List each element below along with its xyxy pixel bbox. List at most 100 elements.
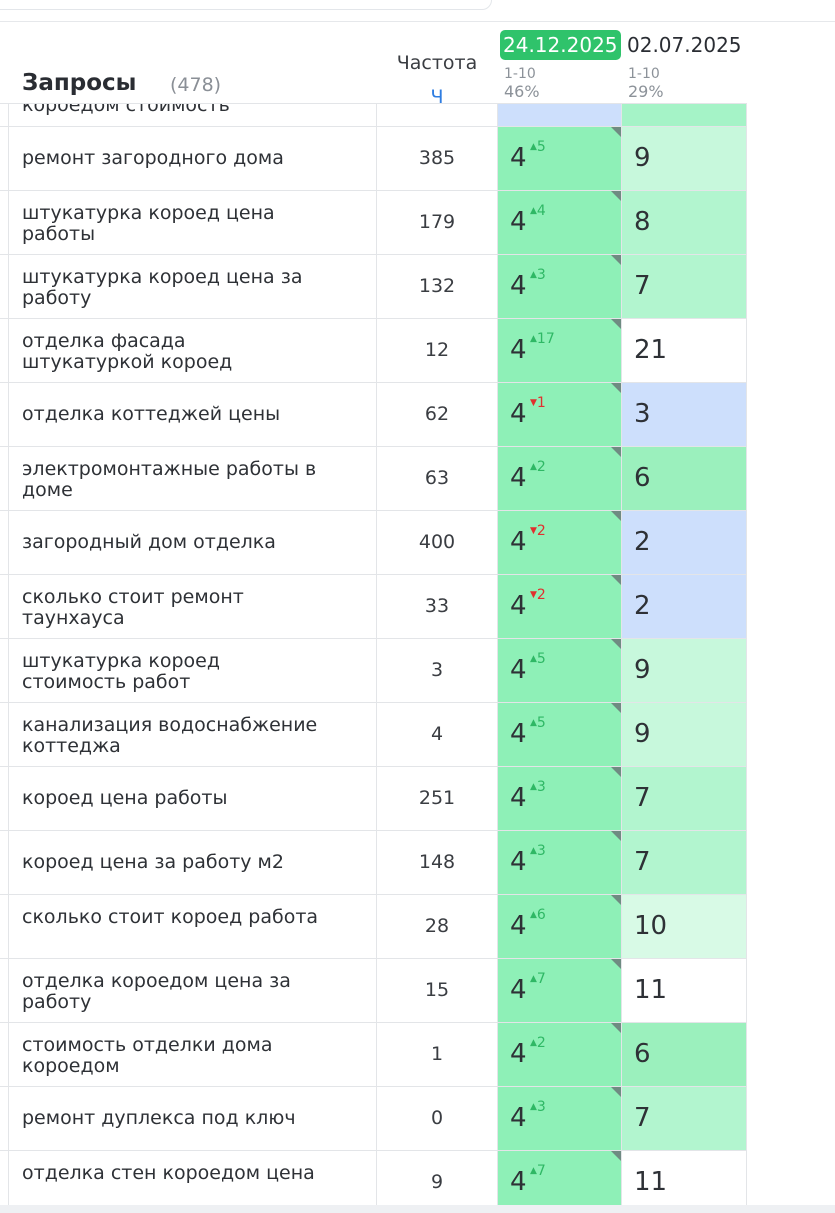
position-cell-current[interactable]: 4 ▲3 <box>498 1087 621 1150</box>
position-cell-current[interactable]: 4 ▲7 <box>498 1151 621 1213</box>
date-column-header-current[interactable]: 24.12.2025 1-10 46% <box>498 22 622 104</box>
position-value: 4 <box>510 719 527 749</box>
table-row[interactable]: ремонт дуплекса под ключ 0 4 ▲3 7 <box>0 1087 747 1151</box>
position-cell-current[interactable]: 4 ▼2 <box>498 511 621 574</box>
triangle-down-icon: ▼ <box>530 398 537 408</box>
position-change-down: ▼2 <box>530 587 546 603</box>
position-change-up: ▲5 <box>530 651 546 667</box>
position-value: 4 <box>510 911 527 941</box>
position-change-value: 2 <box>536 1035 546 1051</box>
table-row[interactable]: отделка стен короедом цена 9 4 ▲7 11 <box>0 1151 747 1213</box>
table-row[interactable]: отделка фасада штукатуркой короед 12 4 ▲17 2… <box>0 319 747 383</box>
position-cell-current[interactable]: 4 ▲5 <box>498 127 621 190</box>
frequency-value: 400 <box>418 531 456 553</box>
position-cell-current[interactable]: 4 ▲3 <box>498 831 621 894</box>
corner-marker-icon <box>611 703 621 713</box>
triangle-up-icon: ▲ <box>530 1166 537 1176</box>
date-percent-previous: 29% <box>628 82 664 101</box>
position-cell-previous[interactable]: 3 <box>622 383 746 446</box>
position-change-value: 7 <box>536 1163 546 1179</box>
position-value: 4 <box>510 527 527 557</box>
table-row[interactable]: штукатурка короед цена за работу 132 4 ▲3 7 <box>0 255 747 319</box>
position-cell-previous[interactable]: 21 <box>622 319 746 382</box>
date-label-current[interactable]: 24.12.2025 <box>500 30 621 60</box>
triangle-down-icon: ▼ <box>530 526 537 536</box>
corner-marker-icon <box>611 831 621 841</box>
table-row-partial[interactable]: короедом стоимость <box>0 104 747 127</box>
table-row[interactable]: сколько стоит короед работа 28 4 ▲6 10 <box>0 895 747 959</box>
position-cell-previous[interactable]: 11 <box>622 959 746 1022</box>
position-cell-previous[interactable]: 7 <box>622 831 746 894</box>
table-row[interactable]: сколько стоит ремонт таунхауса 33 4 ▼2 2 <box>0 575 747 639</box>
position-cell-current[interactable]: 4 ▲5 <box>498 703 621 766</box>
frequency-sort-toggle[interactable]: Ч <box>430 86 444 108</box>
triangle-up-icon: ▲ <box>530 782 537 792</box>
position-cell-current[interactable]: 4 ▲4 <box>498 191 621 254</box>
position-value: 4 <box>510 783 527 813</box>
position-change-value: 17 <box>536 331 555 347</box>
position-cell-current[interactable]: 4 ▲5 <box>498 639 621 702</box>
position-cell-previous[interactable]: 9 <box>622 639 746 702</box>
position-cell-current[interactable]: 4 ▼2 <box>498 575 621 638</box>
position-cell-current[interactable]: 4 ▲7 <box>498 959 621 1022</box>
position-value: 4 <box>510 207 527 237</box>
position-cell-current[interactable]: 4 ▲3 <box>498 767 621 830</box>
position-cell-current[interactable]: 4 ▲3 <box>498 255 621 318</box>
triangle-up-icon: ▲ <box>530 846 537 856</box>
position-cell-previous[interactable]: 2 <box>622 511 746 574</box>
table-row[interactable]: штукатурка короед цена работы 179 4 ▲4 8 <box>0 191 747 255</box>
position-cell-previous[interactable]: 7 <box>622 1087 746 1150</box>
position-cell-current[interactable]: 4 ▼1 <box>498 383 621 446</box>
position-cell-current[interactable]: 4 ▲2 <box>498 1023 621 1086</box>
position-value: 4 <box>510 847 527 877</box>
corner-marker-icon <box>611 127 621 137</box>
table-row[interactable]: отделка короедом цена за работу 15 4 ▲7 11 <box>0 959 747 1023</box>
date-range-current: 1-10 <box>504 66 536 82</box>
position-cell-previous[interactable]: 11 <box>622 1151 746 1213</box>
position-cell-previous[interactable]: 7 <box>622 767 746 830</box>
table-row[interactable]: электромонтажные работы в доме 63 4 ▲2 6 <box>0 447 747 511</box>
column-divider <box>497 22 498 1213</box>
query-text: отделка коттеджей цены <box>22 403 281 425</box>
date-label-previous[interactable]: 02.07.2025 <box>627 33 742 57</box>
position-change-up: ▲3 <box>530 267 546 283</box>
position-cell-previous[interactable]: 9 <box>622 127 746 190</box>
position-cell-current[interactable]: 4 ▲2 <box>498 447 621 510</box>
position-cell-previous[interactable]: 2 <box>622 575 746 638</box>
corner-marker-icon <box>611 575 621 585</box>
table-row[interactable]: стоимость отделки дома короедом 1 4 ▲2 6 <box>0 1023 747 1087</box>
queries-count: (478) <box>170 74 222 96</box>
position-cell-previous[interactable]: 7 <box>622 255 746 318</box>
table-row[interactable]: короед цена за работу м2 148 4 ▲3 7 <box>0 831 747 895</box>
position-value: 4 <box>510 1167 527 1197</box>
table-row[interactable]: штукатурка короед стоимость работ 3 4 ▲5 9 <box>0 639 747 703</box>
table-row[interactable]: отделка коттеджей цены 62 4 ▼1 3 <box>0 383 747 447</box>
query-text: штукатурка короед цена работы <box>22 202 275 245</box>
position-cell-previous[interactable]: 8 <box>622 191 746 254</box>
position-cell-previous[interactable]: 6 <box>622 1023 746 1086</box>
position-value: 4 <box>510 655 527 685</box>
query-text: штукатурка короед цена за работу <box>22 266 303 309</box>
position-cell-previous[interactable]: 6 <box>622 447 746 510</box>
position-cell-current[interactable]: 4 ▲6 <box>498 895 621 958</box>
divider <box>0 21 835 22</box>
table-row[interactable]: загородный дом отделка 400 4 ▼2 2 <box>0 511 747 575</box>
frequency-value: 179 <box>418 211 456 233</box>
triangle-up-icon: ▲ <box>530 270 537 280</box>
queries-title: Запросы <box>22 70 137 96</box>
position-cell-previous[interactable]: 9 <box>622 703 746 766</box>
position-change-value: 3 <box>536 267 546 283</box>
triangle-up-icon: ▲ <box>530 1038 537 1048</box>
table-row[interactable]: короед цена работы 251 4 ▲3 7 <box>0 767 747 831</box>
table-row[interactable]: ремонт загородного дома 385 4 ▲5 9 <box>0 127 747 191</box>
query-text: ремонт загородного дома <box>22 147 284 169</box>
triangle-up-icon: ▲ <box>530 718 537 728</box>
position-value: 9 <box>634 143 651 173</box>
table-row[interactable]: канализация водоснабжение коттеджа 4 4 ▲5 9 <box>0 703 747 767</box>
position-change-up: ▲7 <box>530 1163 546 1179</box>
horizontal-scrollbar[interactable] <box>0 1205 835 1213</box>
position-cell-current[interactable]: 4 ▲17 <box>498 319 621 382</box>
position-cell-previous[interactable]: 10 <box>622 895 746 958</box>
position-change-up: ▲7 <box>530 971 546 987</box>
date-column-header-previous[interactable]: 02.07.2025 1-10 29% <box>622 22 746 104</box>
